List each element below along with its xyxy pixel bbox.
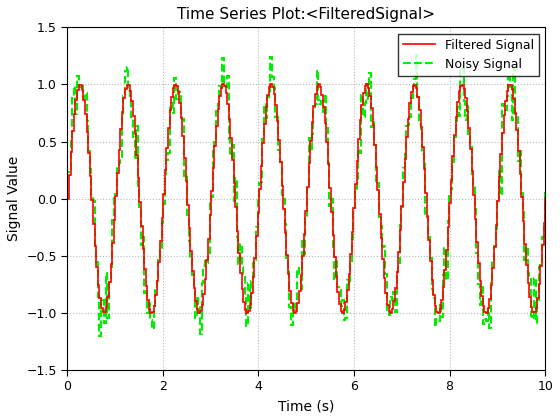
Legend: Filtered Signal, Noisy Signal: Filtered Signal, Noisy Signal <box>399 34 539 76</box>
Title: Time Series Plot:<FilteredSignal>: Time Series Plot:<FilteredSignal> <box>178 7 435 22</box>
Y-axis label: Signal Value: Signal Value <box>7 156 21 242</box>
X-axis label: Time (s): Time (s) <box>278 399 334 413</box>
